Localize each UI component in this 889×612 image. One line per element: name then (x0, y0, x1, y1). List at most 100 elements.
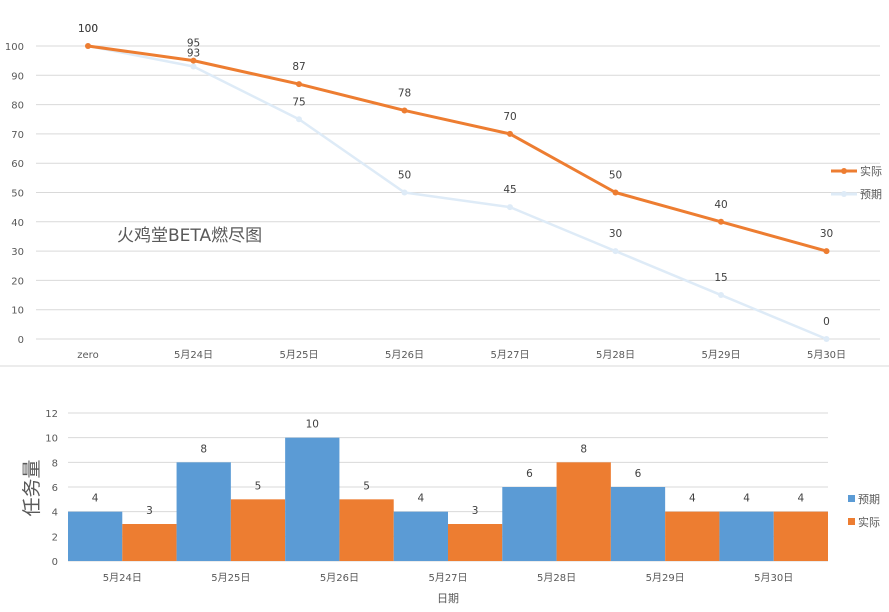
y-tick-label: 50 (11, 189, 24, 200)
x-tick-label: 5月25日 (279, 349, 318, 361)
data-label-actual: 40 (714, 199, 727, 211)
y-tick-label: 12 (45, 409, 58, 420)
y-tick-label: 8 (52, 458, 58, 469)
bar-data-label: 4 (418, 493, 425, 505)
y-tick-label: 6 (52, 483, 58, 494)
x-tick-label: 5月29日 (701, 349, 740, 361)
data-label-expected: 0 (823, 316, 830, 328)
data-label-actual: 70 (503, 111, 516, 123)
x-tick-label: 5月30日 (754, 572, 793, 584)
bar-actual (448, 524, 503, 561)
data-point (401, 189, 408, 196)
data-label-actual: 50 (609, 170, 622, 182)
bar-expected (393, 511, 448, 561)
y-tick-label: 90 (11, 71, 24, 82)
legend-label: 实际 (858, 515, 880, 529)
data-point (823, 336, 830, 342)
task-bar-chart: 任务量 日期 0 2 4 6 8 10 12 4 3 5月24日 8 5 5月25日 10 5 5月26日 4 3… (21, 409, 880, 605)
data-label-expected: 45 (503, 184, 516, 196)
y-tick-label: 2 (52, 532, 58, 543)
bar-data-label: 4 (798, 493, 805, 505)
bar-actual (665, 511, 720, 561)
bar-actual (230, 499, 286, 561)
x-tick-label: 5月26日 (320, 572, 359, 584)
bar-data-label: 3 (472, 505, 479, 517)
y-tick-label: 70 (11, 130, 24, 141)
series-line-actual (87, 44, 827, 253)
data-label-expected: 75 (292, 96, 305, 108)
legend-swatch (848, 518, 855, 525)
bar-actual (122, 524, 177, 561)
bar-data-label: 4 (743, 493, 750, 505)
x-tick-label: 5月30日 (807, 349, 846, 361)
data-label-actual: 100 (78, 23, 98, 35)
data-point (190, 57, 197, 64)
x-tick-label: 5月24日 (103, 572, 142, 584)
legend-label: 实际 (860, 164, 882, 178)
data-point (823, 248, 830, 255)
y-axis-title: 任务量 (21, 459, 43, 516)
burndown-line-chart: 0 10 20 30 40 50 60 70 80 90 100 zero 5月24日 5月25日 5月26… (0, 23, 889, 367)
data-point (296, 116, 302, 123)
bar-expected (610, 487, 666, 561)
data-point (507, 130, 513, 137)
bar-data-label: 4 (689, 493, 696, 505)
y-tick-label: 40 (11, 218, 24, 229)
y-tick-label: 100 (5, 42, 24, 53)
data-point (85, 43, 91, 49)
bar-expected (502, 487, 557, 561)
x-tick-label: 5月24日 (174, 349, 213, 361)
legend-label: 预期 (860, 188, 882, 201)
data-label-actual: 87 (292, 61, 305, 73)
bar-actual (556, 462, 611, 561)
data-point (718, 292, 724, 299)
x-tick-label: 5月29日 (646, 572, 685, 584)
legend-marker (841, 168, 847, 174)
bar-expected (719, 511, 774, 561)
x-tick-label: 5月28日 (537, 572, 576, 584)
bar-expected (68, 511, 123, 561)
chart-title: 火鸡堂BETA燃尽图 (117, 226, 262, 246)
bar-expected (285, 437, 340, 561)
legend-swatch (848, 495, 855, 502)
y-tick-label: 20 (11, 276, 24, 287)
data-label-expected: 30 (609, 228, 622, 240)
data-point (296, 81, 302, 88)
legend-label: 预期 (858, 493, 880, 506)
data-point (612, 248, 619, 255)
data-label-actual: 78 (398, 87, 411, 99)
x-tick-label: 5月27日 (428, 572, 467, 584)
data-point (401, 107, 408, 114)
bar-data-label: 8 (580, 443, 587, 455)
y-tick-label: 10 (11, 306, 24, 317)
data-point (612, 189, 619, 196)
x-axis-title: 日期 (437, 592, 459, 605)
bar-data-label: 10 (306, 419, 319, 431)
data-point (507, 204, 513, 211)
data-label-expected: 93 (187, 48, 200, 60)
y-tick-label: 0 (18, 335, 24, 346)
y-tick-label: 60 (11, 159, 24, 170)
data-point (190, 63, 197, 70)
data-label-expected: 50 (398, 170, 411, 182)
bar-data-label: 3 (146, 505, 153, 517)
y-tick-label: 0 (52, 557, 58, 568)
bar-data-label: 5 (363, 480, 370, 492)
x-tick-label: 5月28日 (596, 349, 635, 361)
bar-data-label: 8 (200, 443, 207, 455)
x-tick-label: 5月27日 (490, 349, 529, 361)
bar-data-label: 4 (92, 493, 99, 505)
bar-data-label: 5 (255, 480, 262, 492)
y-tick-label: 10 (45, 434, 58, 445)
x-tick-label: 5月25日 (211, 572, 250, 584)
y-tick-label: 30 (11, 247, 24, 258)
y-tick-label: 4 (52, 508, 58, 519)
y-tick-label: 80 (11, 101, 24, 112)
bar-actual (339, 499, 394, 561)
x-tick-label: 5月26日 (385, 349, 424, 361)
series-line-expected (87, 44, 827, 341)
data-label-actual: 30 (820, 228, 833, 240)
data-label-expected: 15 (714, 272, 727, 284)
bar-data-label: 6 (635, 468, 642, 480)
